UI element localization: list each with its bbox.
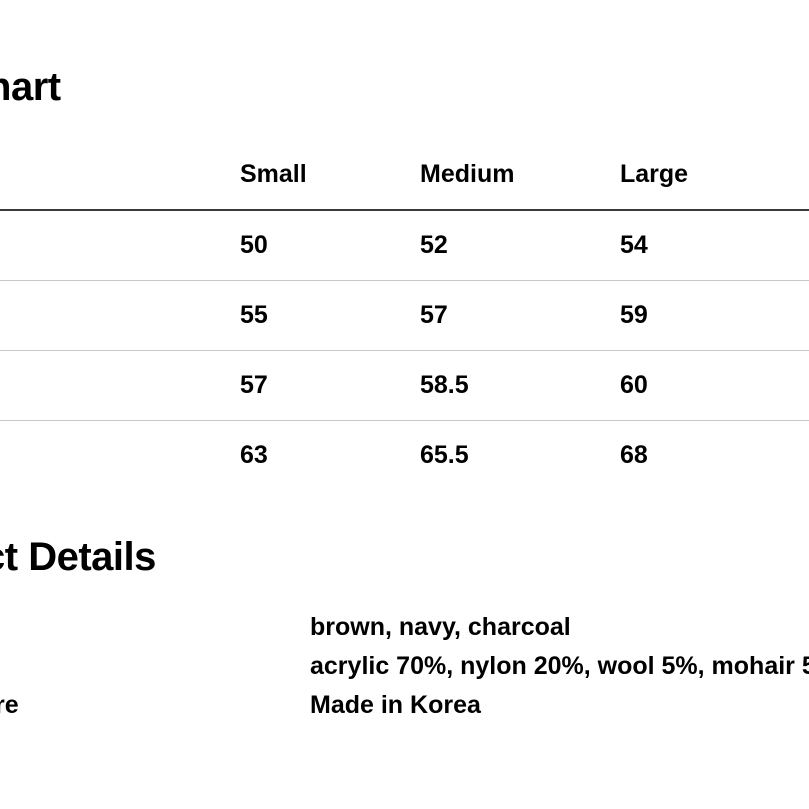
details-value: acrylic 70%, nylon 20%, wool 5%, mohair … <box>310 647 809 686</box>
details-row: Color brown, navy, charcoal <box>0 608 809 647</box>
row-label: Sleeve <box>0 351 240 421</box>
product-details-list: Color brown, navy, charcoal Material acr… <box>0 608 809 724</box>
size-chart-col-medium: Medium <box>420 140 620 210</box>
cell: 68 <box>620 421 809 491</box>
cell: 54 <box>620 210 809 281</box>
cell: 57 <box>420 281 620 351</box>
cell: 65.5 <box>420 421 620 491</box>
row-label: Length <box>0 421 240 491</box>
product-details-heading: Product Details <box>0 535 809 580</box>
details-value: brown, navy, charcoal <box>310 608 809 647</box>
size-chart-table: Size (cm) Small Medium Large Shoulder 50… <box>0 140 809 490</box>
details-row: Material acrylic 70%, nylon 20%, wool 5%… <box>0 647 809 686</box>
details-label: Manufacture <box>0 686 310 725</box>
details-label: Material <box>0 647 310 686</box>
cell: 63 <box>240 421 420 491</box>
size-chart-col-small: Small <box>240 140 420 210</box>
table-row: Chest 55 57 59 <box>0 281 809 351</box>
cell: 58.5 <box>420 351 620 421</box>
size-chart-col-large: Large <box>620 140 809 210</box>
cell: 50 <box>240 210 420 281</box>
cell: 57 <box>240 351 420 421</box>
cell: 60 <box>620 351 809 421</box>
details-value: Made in Korea <box>310 686 809 725</box>
details-row: Manufacture Made in Korea <box>0 686 809 725</box>
row-label: Chest <box>0 281 240 351</box>
row-label: Shoulder <box>0 210 240 281</box>
cell: 52 <box>420 210 620 281</box>
details-label: Color <box>0 608 310 647</box>
size-chart-unit-label: Size (cm) <box>0 140 240 210</box>
table-row: Length 63 65.5 68 <box>0 421 809 491</box>
table-row: Shoulder 50 52 54 <box>0 210 809 281</box>
cell: 59 <box>620 281 809 351</box>
size-chart-heading: Size Chart <box>0 65 809 110</box>
cell: 55 <box>240 281 420 351</box>
table-row: Sleeve 57 58.5 60 <box>0 351 809 421</box>
size-chart-header-row: Size (cm) Small Medium Large <box>0 140 809 210</box>
